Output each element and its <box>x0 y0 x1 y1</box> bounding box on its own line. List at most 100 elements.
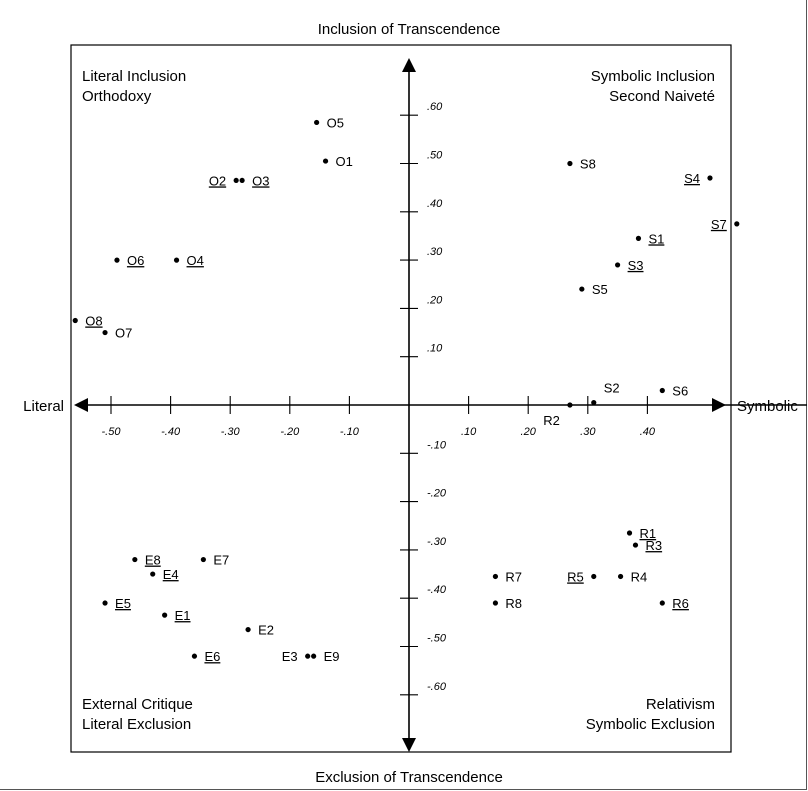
y-tick-label: -.20 <box>427 488 447 500</box>
data-point-e5: E5 <box>102 596 131 611</box>
up-arrow-icon <box>402 58 416 72</box>
point-dot <box>311 653 317 659</box>
point-dot <box>114 257 120 263</box>
quadrant-bottom-left-line2: Literal Exclusion <box>82 716 191 733</box>
point-dot <box>72 317 78 324</box>
point-dot <box>492 600 499 606</box>
quadrant-top-left-line2: Orthodoxy <box>82 88 152 105</box>
data-point-r8: R8 <box>492 596 522 611</box>
data-point-e1: E1 <box>162 608 191 623</box>
point-label: R1 <box>640 526 657 541</box>
data-point-o5: O5 <box>314 115 344 130</box>
point-dot <box>579 286 585 292</box>
data-point-o3: O3 <box>239 173 269 188</box>
data-point-s7: S7 <box>711 217 740 232</box>
point-label: O5 <box>327 115 344 130</box>
bottom-axis-title: Exclusion of Transcendence <box>315 769 503 786</box>
point-label: S1 <box>648 231 664 246</box>
point-dot <box>615 262 621 268</box>
quadrant-bottom-right-line2: Symbolic Exclusion <box>586 716 715 733</box>
point-label: E4 <box>163 567 179 582</box>
point-dot <box>322 158 329 164</box>
point-dot <box>626 530 633 536</box>
point-label: E9 <box>324 649 340 664</box>
point-label: E1 <box>175 608 191 623</box>
x-tick-label: -.40 <box>161 426 181 438</box>
point-dot <box>132 556 138 563</box>
point-dot <box>200 556 206 563</box>
data-point-r5: R5 <box>567 569 597 584</box>
data-point-r4: R4 <box>617 569 648 584</box>
point-label: O4 <box>187 253 204 268</box>
left-arrow-icon <box>74 398 88 412</box>
point-label: R7 <box>505 569 522 584</box>
point-dot <box>305 653 311 659</box>
point-label: O3 <box>252 173 269 188</box>
point-dot <box>150 571 156 577</box>
point-dot <box>734 221 740 227</box>
x-tick-label: .30 <box>580 426 596 438</box>
point-dot <box>191 653 198 659</box>
point-label: R3 <box>645 538 662 553</box>
data-point-e7: E7 <box>200 553 229 568</box>
data-point-s3: S3 <box>615 258 644 273</box>
point-dot <box>591 399 597 406</box>
point-label: O7 <box>115 326 132 341</box>
data-point-s8: S8 <box>567 157 596 172</box>
data-point-r6: R6 <box>659 596 689 611</box>
point-dot <box>591 573 597 580</box>
plot-border <box>70 44 732 753</box>
data-point-o4: O4 <box>173 253 204 268</box>
data-point-r7: R7 <box>492 569 522 584</box>
data-point-o2: O2 <box>209 173 239 188</box>
point-label: S2 <box>604 381 620 396</box>
x-tick-label: -.50 <box>102 426 122 438</box>
point-label: R4 <box>631 569 648 584</box>
data-point-s4: S4 <box>684 171 713 186</box>
y-tick-label: .50 <box>427 150 443 162</box>
point-label: E7 <box>213 553 229 568</box>
data-point-e9: E9 <box>311 649 340 664</box>
point-label: S6 <box>672 384 688 399</box>
y-tick-label: .20 <box>427 294 443 306</box>
data-point-r2: R2 <box>543 402 573 428</box>
point-label: O1 <box>336 154 353 169</box>
point-label: O6 <box>127 253 144 268</box>
data-point-o6: O6 <box>114 253 144 268</box>
quadrant-top-right-line1: Symbolic Inclusion <box>591 68 715 85</box>
point-dot <box>707 175 713 181</box>
data-point-s1: S1 <box>635 231 664 246</box>
data-point-e3: E3 <box>282 649 311 664</box>
point-label: S5 <box>592 282 608 297</box>
y-tick-label: -.40 <box>427 584 447 596</box>
data-point-o8: O8 <box>72 313 103 328</box>
data-point-e6: E6 <box>191 649 220 664</box>
top-axis-title: Inclusion of Transcendence <box>318 21 501 38</box>
point-label: O2 <box>209 173 226 188</box>
right-arrow-icon <box>712 398 726 412</box>
point-label: E5 <box>115 596 131 611</box>
x-tick-label: -.30 <box>221 426 241 438</box>
quadrant-top-left-line1: Literal Inclusion <box>82 68 186 85</box>
point-label: E3 <box>282 649 298 664</box>
down-arrow-icon <box>402 738 416 752</box>
point-dot <box>102 329 108 336</box>
y-tick-label: .30 <box>427 246 443 258</box>
y-tick-label: -.10 <box>427 439 447 451</box>
y-tick-label: .10 <box>427 343 443 355</box>
point-label: E8 <box>145 553 161 568</box>
x-tick-label: .20 <box>521 426 537 438</box>
point-label: R2 <box>543 413 560 428</box>
point-label: S7 <box>711 217 727 232</box>
x-tick-label: .40 <box>640 426 656 438</box>
point-label: E2 <box>258 623 274 638</box>
point-dot <box>102 600 108 606</box>
point-label: S4 <box>684 171 700 186</box>
tick-labels-group: -.50 -.40 -.30 -.20 -.10 .10 .20 .30 .40 .60 .50 .4… <box>102 101 656 693</box>
point-dot <box>632 542 639 548</box>
x-tick-label: -.10 <box>340 426 360 438</box>
point-dot <box>233 177 239 184</box>
point-dot <box>567 160 573 167</box>
point-label: E6 <box>204 649 220 664</box>
